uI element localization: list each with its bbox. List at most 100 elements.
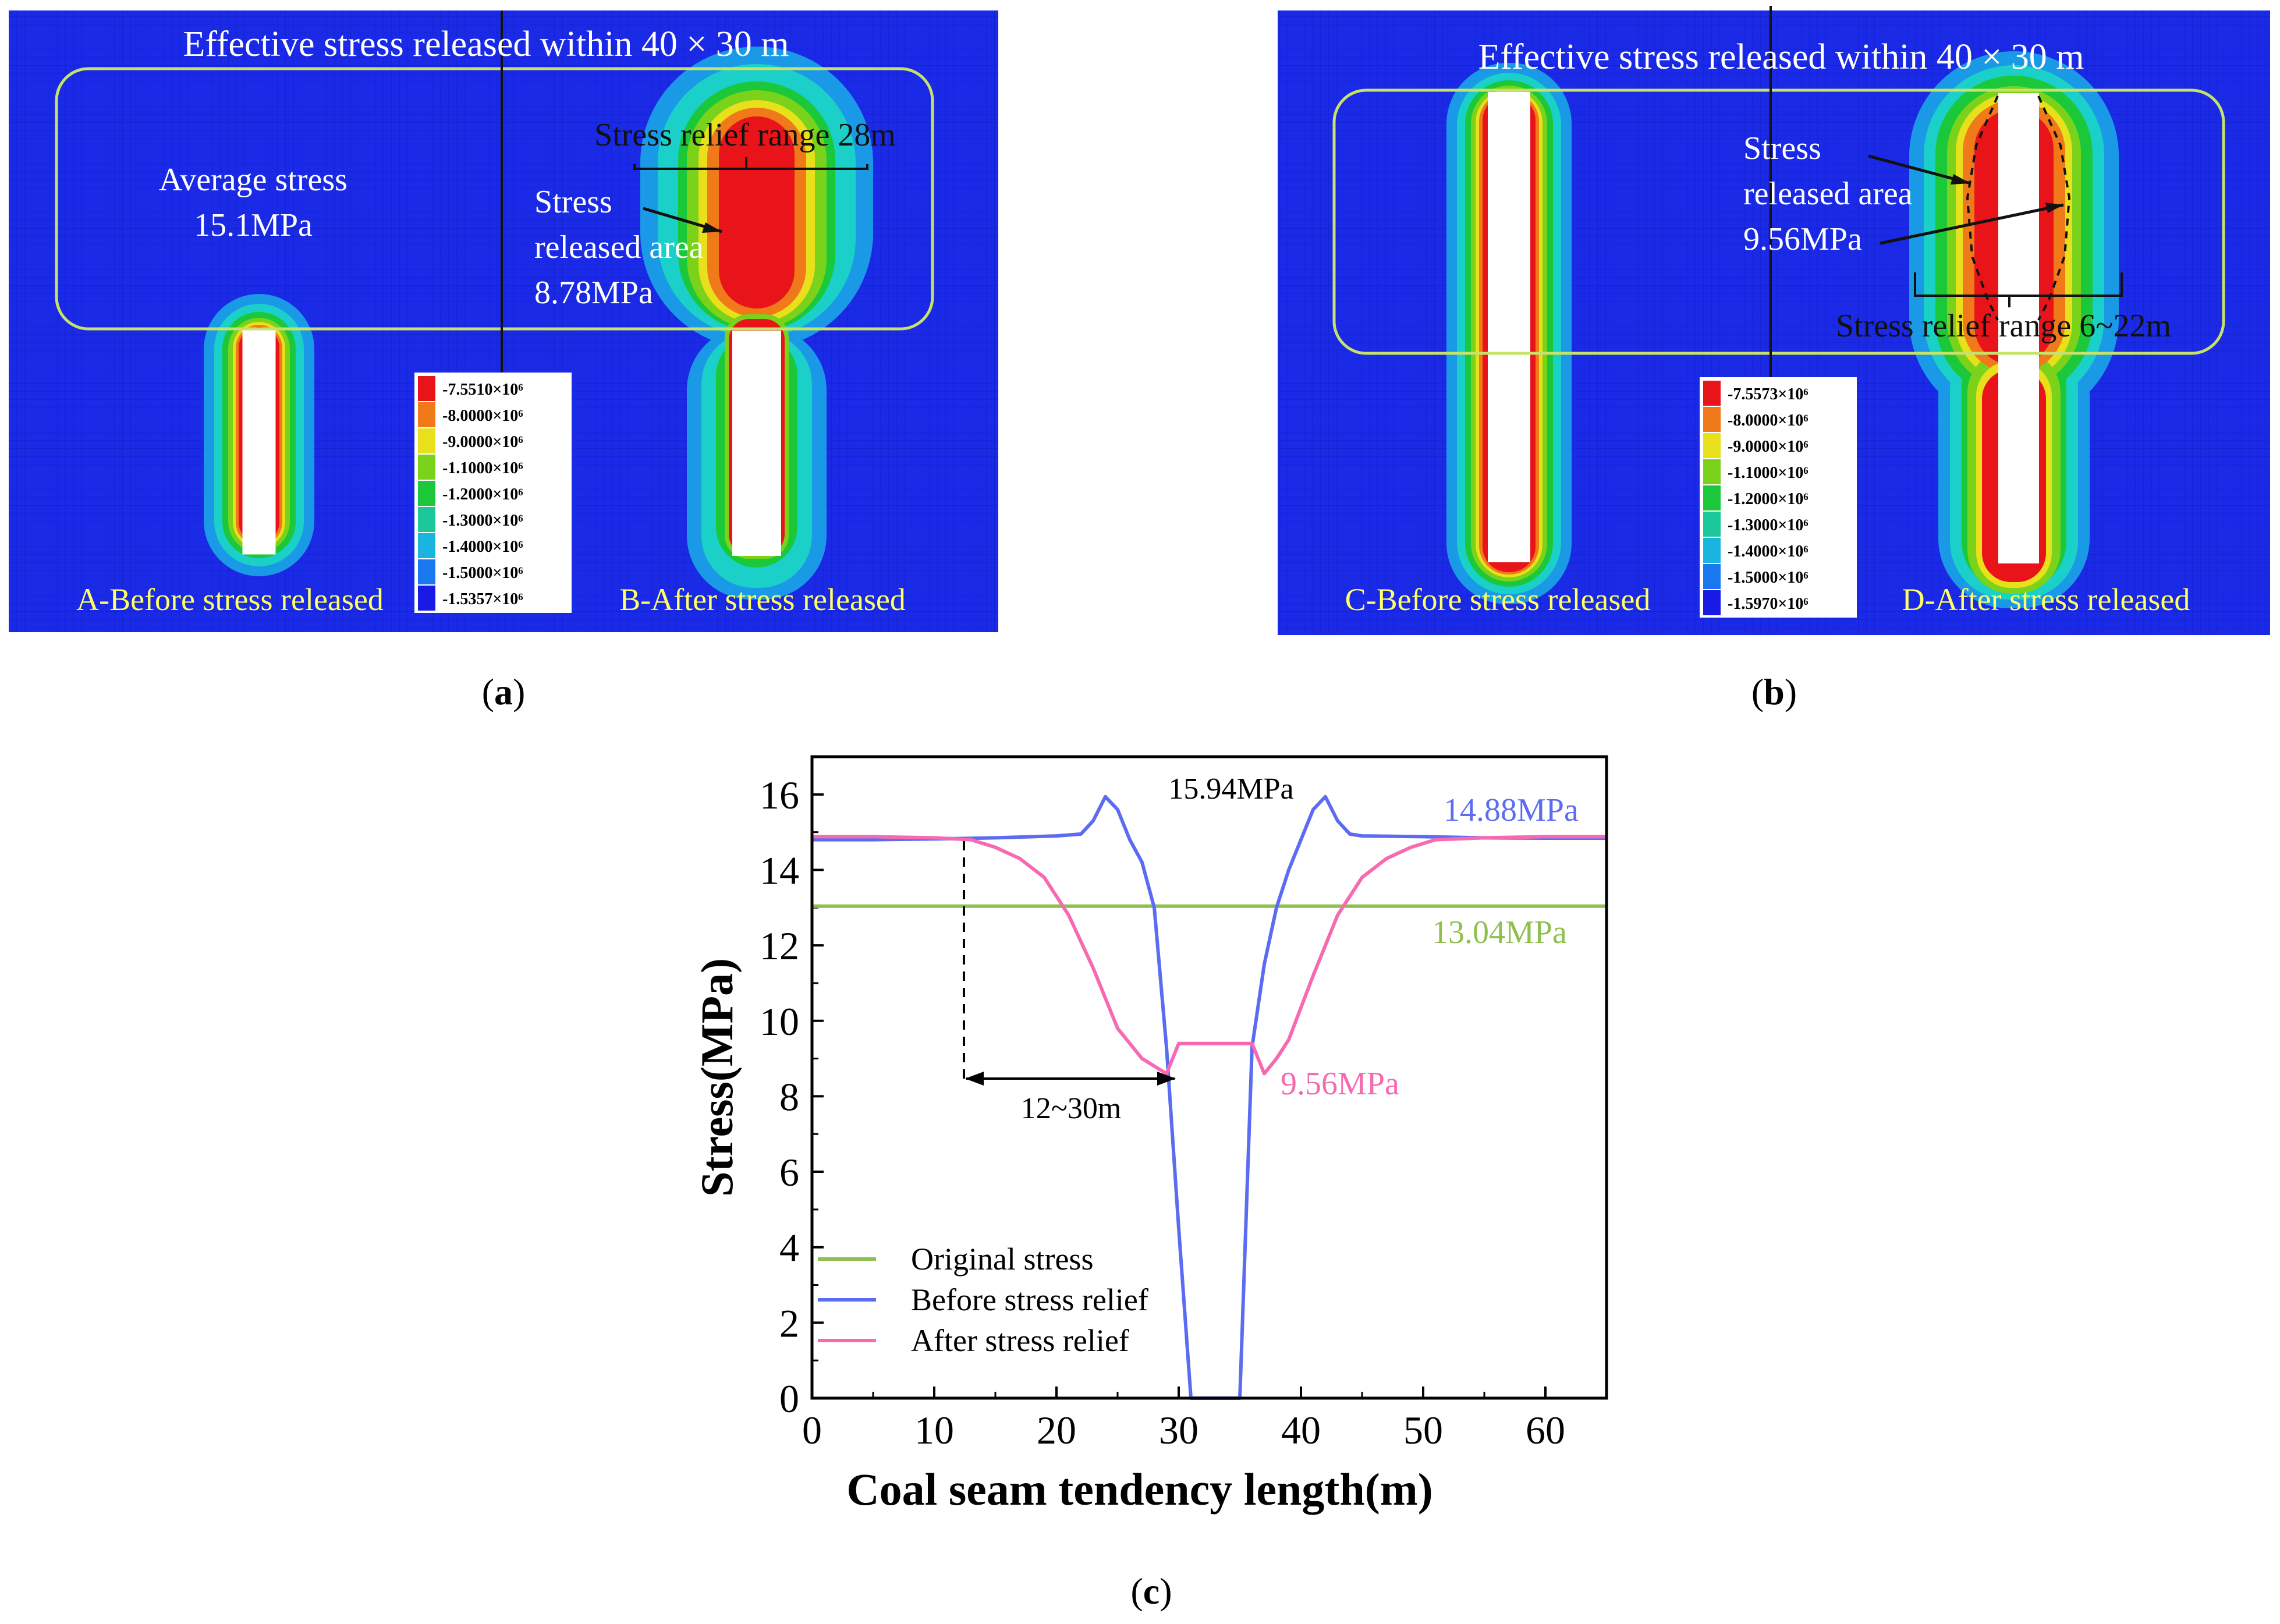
relief-range-b: Stress relief range 6~22m [1836,308,2171,344]
x-tick-label: 40 [1281,1408,1321,1452]
panel-b: Effective stress released within 40 × 30… [1278,6,2270,712]
annotation-range: 12~30m [1021,1092,1122,1125]
tunnel-d-contours [1909,51,2119,608]
label-a-before: A-Before stress released [76,582,384,617]
caption-b: (b) [1751,671,1797,712]
y-tick-label: 0 [779,1377,799,1421]
range-arrowhead-right [1157,1072,1176,1086]
annotation-original-level: 13.04MPa [1432,914,1567,951]
legend-label: -1.3000×10⁶ [1728,516,1809,534]
legend-swatch [418,402,435,427]
tunnel-c-contours [1446,63,1572,604]
legend-label: -1.3000×10⁶ [442,512,523,530]
released-arrowhead-b-2 [2045,203,2063,213]
tunnel-b-contours [640,47,873,600]
tick-labels: 0 10 20 30 40 50 60 0 2 4 6 8 10 12 14 16 [760,773,1565,1452]
released-arrowhead-a [702,222,722,233]
legend-entry: Original stress [911,1242,1093,1276]
legend-label: -1.1000×10⁶ [442,459,523,477]
x-tick-label: 50 [1403,1408,1443,1452]
panel-a: Effective stress released within 40 × 30… [9,10,998,712]
legend-label: -1.5357×10⁶ [442,590,523,608]
caption-c-letter: c [1143,1570,1159,1612]
annotation-peak: 15.94MPa [1168,772,1293,806]
legend-swatch [1703,538,1721,563]
y-axis-label: Stress(MPa) [692,958,742,1197]
average-stress-value: 15.1MPa [194,207,313,243]
caption-a: (a) [482,671,526,712]
x-tick-label: 20 [1037,1408,1076,1452]
legend-label: -1.2000×10⁶ [442,485,523,503]
released-label-a-2: released area [534,229,704,265]
caption-c: (c) [1130,1570,1172,1612]
legend-swatch [418,586,435,611]
legend-swatch [1703,381,1721,406]
legend-swatch [1703,512,1721,537]
average-stress-label: Average stress [159,162,348,198]
relief-range-a: Stress relief range 28m [594,117,896,153]
legend-swatch [1703,459,1721,484]
legend-label: -7.5573×10⁶ [1728,385,1809,403]
legend-label: -1.5000×10⁶ [1728,569,1809,587]
tunnel-a-contours [204,294,314,576]
legend-swatch [1703,407,1721,432]
y-tick-label: 2 [779,1301,799,1345]
legend-swatch [418,455,435,480]
released-label-b-3: 9.56MPa [1743,221,1862,257]
x-tick-label: 0 [802,1408,822,1452]
panel-a-title: Effective stress released within 40 × 30… [183,24,789,64]
y-tick-label: 14 [760,848,799,892]
released-arrowhead-b-1 [1951,174,1970,185]
relief-zone-outline-b [1332,88,2225,355]
legend-label: -1.1000×10⁶ [1728,464,1809,482]
legend-label: -1.4000×10⁶ [1728,542,1809,561]
caption-b-letter: b [1764,671,1785,712]
legend-a: -7.5510×10⁶ -8.0000×10⁶ -9.0000×10⁶ -1.1000… [414,373,572,613]
y-tick-label: 10 [760,999,799,1044]
legend-entry: After stress relief [911,1323,1129,1358]
annotation-before-level: 14.88MPa [1444,792,1579,828]
released-arrow-b-2 [1880,203,2064,245]
legend-b: -7.5573×10⁶ -8.0000×10⁶ -9.0000×10⁶ -1.1000… [1700,377,1857,618]
label-d-after: D-After stress released [1902,582,2190,617]
legend-swatch [418,559,435,584]
legend-box [414,373,572,613]
caption-a-letter: a [494,671,513,712]
chart-legend: Original stress Before stress relief After… [818,1242,1148,1358]
legend-swatch [418,533,435,558]
legend-swatch [1703,433,1721,458]
plot-frame [810,755,1608,1400]
x-tick-label: 10 [914,1408,954,1452]
legend-swatch [1703,485,1721,510]
legend-swatch [418,376,435,401]
x-tick-label: 60 [1526,1408,1565,1452]
legend-label: -1.4000×10⁶ [442,538,523,556]
relief-range-bracket-a [633,157,868,170]
legend-label: -1.5000×10⁶ [442,564,523,582]
legend-label: -1.5970×10⁶ [1728,595,1809,613]
range-arrowhead-left [965,1072,984,1086]
legend-swatch [418,428,435,453]
released-label-b-1: Stress [1743,130,1821,166]
relief-zone-outline-a [55,67,934,331]
legend-label: -7.5510×10⁶ [442,381,523,399]
series-line-after-stress-relief [812,835,1607,1076]
x-axis-label: Coal seam tendency length(m) [846,1464,1432,1515]
panel-c-chart: 0 10 20 30 40 50 60 0 2 4 6 8 10 12 14 16 Coal seam ten… [692,755,1608,1612]
released-label-a-3: 8.78MPa [534,275,653,311]
legend-swatch [418,481,435,506]
released-label-b-2: released area [1743,176,1913,212]
legend-swatch [1703,590,1721,615]
legend-label: -1.2000×10⁶ [1728,490,1809,508]
legend-label: -8.0000×10⁶ [1728,412,1809,430]
label-b-after: B-After stress released [619,582,906,617]
legend-swatch [1703,564,1721,589]
legend-swatch [418,507,435,532]
y-tick-label: 12 [760,924,799,968]
relief-range-bracket-b [1914,272,2123,307]
y-tick-label: 6 [779,1150,799,1194]
legend-label: -8.0000×10⁶ [442,407,523,425]
legend-entry: Before stress relief [911,1282,1148,1317]
legend-label: -9.0000×10⁶ [1728,438,1809,456]
